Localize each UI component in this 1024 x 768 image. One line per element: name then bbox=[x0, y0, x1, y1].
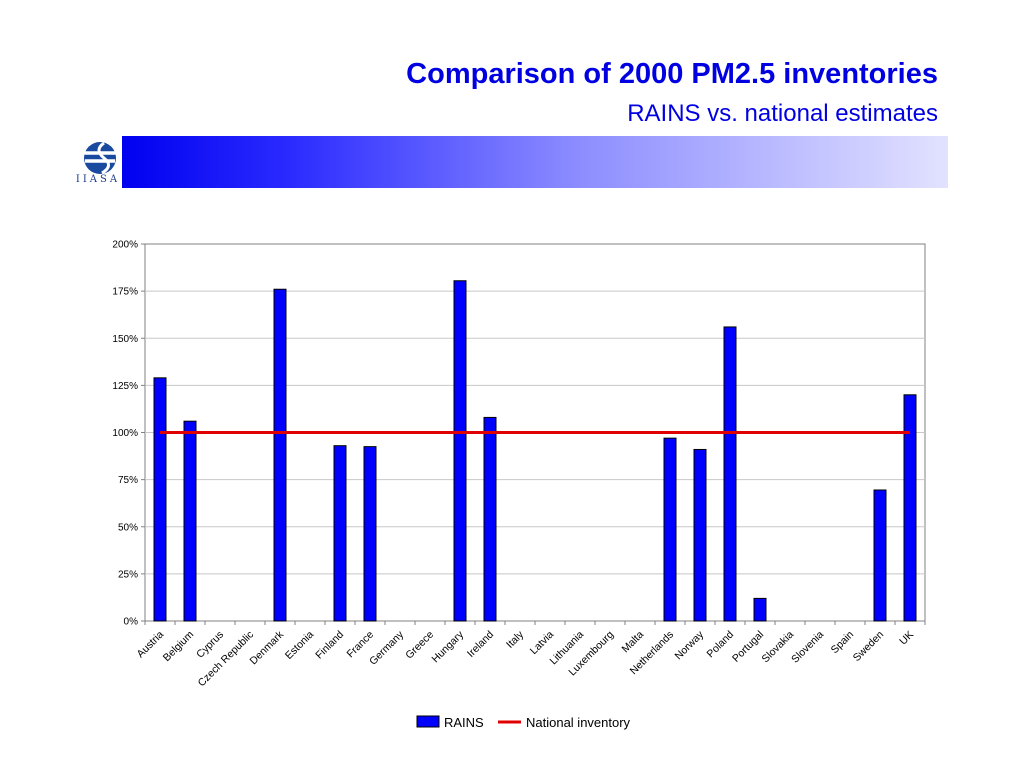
legend-swatch-rains bbox=[416, 715, 440, 728]
category-label: Ireland bbox=[465, 629, 496, 660]
bar-hungary bbox=[453, 280, 467, 622]
bar-finland bbox=[333, 445, 347, 622]
category-label: Slovenia bbox=[789, 629, 826, 666]
category-label: Portugal bbox=[730, 629, 766, 665]
iiasa-logo: IIASA bbox=[74, 136, 122, 188]
y-tick-label: 175% bbox=[112, 287, 138, 298]
bar-netherlands bbox=[663, 437, 677, 622]
category-label: Estonia bbox=[283, 629, 316, 662]
category-label: UK bbox=[897, 629, 916, 648]
globe-icon bbox=[84, 141, 116, 175]
category-label: Finland bbox=[313, 629, 346, 662]
y-tick-label: 0% bbox=[124, 617, 139, 628]
y-tick-label: 150% bbox=[112, 334, 138, 345]
legend-label-rains: RAINS bbox=[444, 715, 484, 730]
y-tick-label: 75% bbox=[118, 475, 138, 486]
category-label: Italy bbox=[504, 628, 527, 651]
category-label: Sweden bbox=[851, 629, 886, 664]
y-tick-label: 50% bbox=[118, 522, 138, 533]
y-tick-label: 25% bbox=[118, 569, 138, 580]
bar-france bbox=[363, 446, 377, 622]
y-tick-label: 200% bbox=[112, 240, 138, 251]
bar-belgium bbox=[183, 420, 197, 622]
slide-subtitle: RAINS vs. national estimates bbox=[627, 100, 938, 127]
legend-label-national: National inventory bbox=[526, 715, 631, 730]
category-label: Spain bbox=[829, 629, 857, 657]
bar-portugal bbox=[753, 597, 767, 622]
header-banner: IIASA bbox=[74, 136, 948, 188]
logo-text: IIASA bbox=[75, 174, 121, 185]
bar-austria bbox=[153, 377, 167, 622]
bar-denmark bbox=[273, 288, 287, 622]
slide-title: Comparison of 2000 PM2.5 inventories bbox=[406, 58, 938, 90]
y-tick-label: 100% bbox=[112, 428, 138, 439]
banner-gradient bbox=[122, 136, 948, 188]
bar-uk bbox=[903, 394, 917, 622]
bar-sweden bbox=[873, 489, 887, 622]
bar-norway bbox=[693, 448, 707, 622]
category-label: Denmark bbox=[248, 628, 287, 667]
bar-ireland bbox=[483, 416, 497, 622]
category-label: Latvia bbox=[528, 629, 556, 657]
category-label: Malta bbox=[619, 629, 646, 656]
category-label: Belgium bbox=[161, 628, 196, 663]
y-tick-label: 125% bbox=[112, 381, 138, 392]
bar-poland bbox=[723, 326, 737, 622]
category-label: Norway bbox=[672, 628, 706, 662]
category-label: Hungary bbox=[430, 628, 467, 665]
